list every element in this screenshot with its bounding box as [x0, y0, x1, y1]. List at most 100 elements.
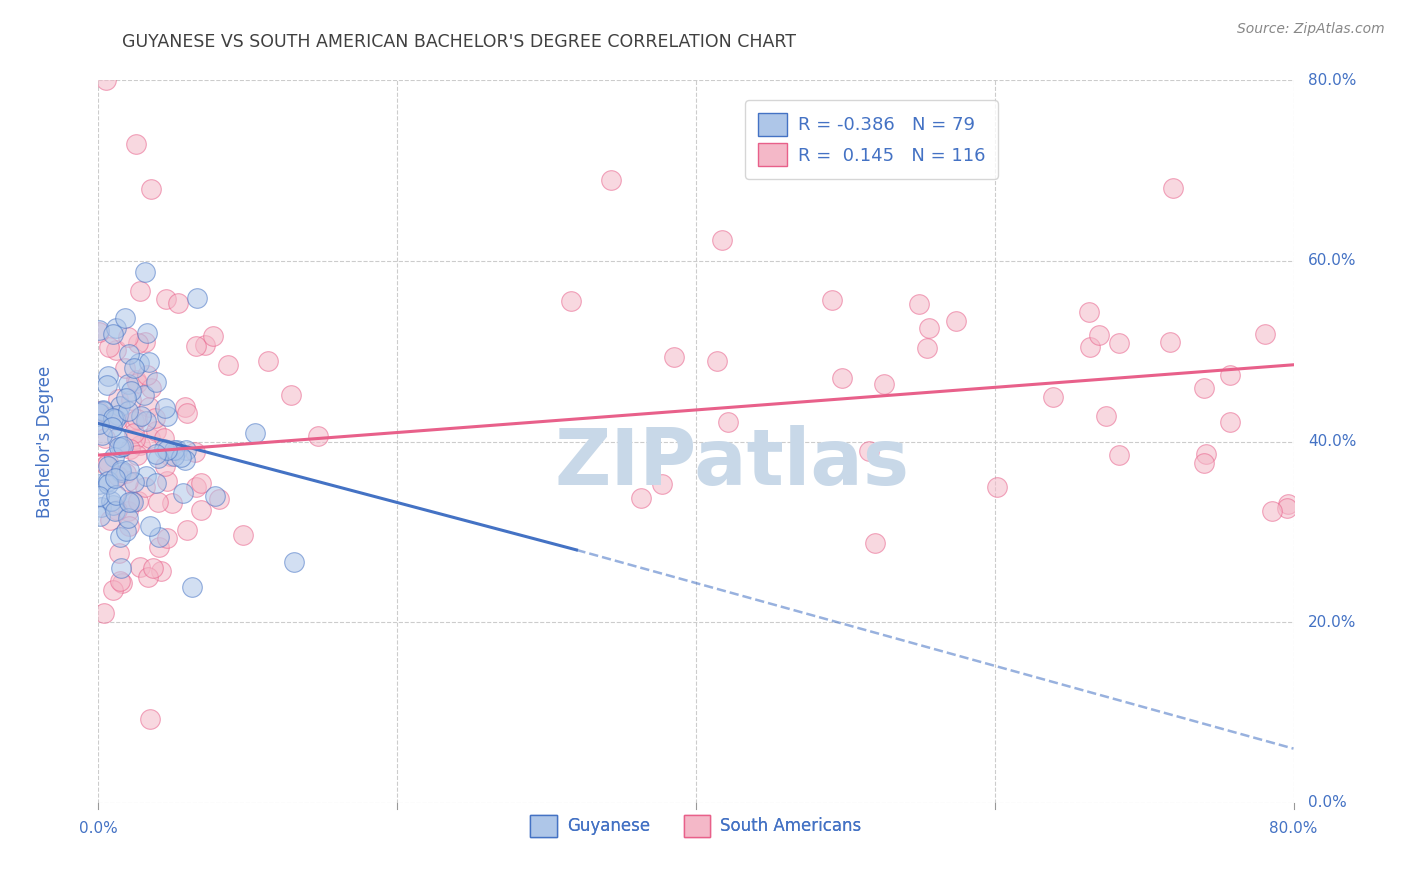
Point: [118, 347, 141, 361]
Point: [1078, 340, 1101, 354]
Point: [105, 412, 128, 426]
Point: [166, 295, 188, 310]
Point: [129, 409, 152, 423]
Legend: Guyanese, South Americans: Guyanese, South Americans: [522, 807, 870, 845]
Point: [146, 495, 169, 509]
Point: [110, 440, 132, 454]
Point: [138, 354, 160, 368]
Point: [1219, 368, 1241, 382]
Point: [104, 488, 127, 502]
Point: [186, 291, 208, 305]
Point: [89, 322, 111, 336]
Point: [117, 474, 139, 488]
Point: [107, 408, 129, 422]
Point: [101, 420, 124, 434]
Point: [103, 450, 125, 464]
Point: [128, 356, 150, 370]
Point: [139, 431, 162, 445]
Point: [917, 341, 939, 355]
Point: [110, 561, 132, 575]
Point: [108, 441, 131, 455]
Point: [98, 409, 121, 424]
Point: [1219, 415, 1241, 429]
Point: [110, 462, 132, 476]
Text: 40.0%: 40.0%: [1308, 434, 1357, 449]
Point: [104, 471, 127, 485]
Point: [166, 442, 188, 457]
Point: [89, 500, 111, 515]
Point: [117, 504, 139, 518]
Text: 0.0%: 0.0%: [79, 821, 118, 836]
Point: [706, 354, 728, 368]
Point: [93, 403, 115, 417]
Point: [97, 476, 120, 491]
Point: [1108, 448, 1130, 462]
Point: [120, 384, 142, 398]
Point: [94, 431, 117, 445]
Point: [217, 358, 239, 372]
Point: [184, 480, 207, 494]
Point: [96, 377, 118, 392]
Point: [118, 495, 141, 509]
Point: [139, 518, 162, 533]
Point: [174, 400, 197, 414]
Point: [87, 325, 110, 339]
Point: [97, 368, 120, 383]
Point: [89, 404, 111, 418]
Point: [122, 494, 145, 508]
Point: [122, 361, 145, 376]
Point: [153, 431, 176, 445]
Point: [94, 73, 117, 87]
Text: 20.0%: 20.0%: [1308, 615, 1357, 630]
Point: [138, 400, 160, 414]
Point: [1078, 304, 1101, 318]
Point: [103, 411, 125, 425]
Point: [108, 574, 131, 589]
Point: [945, 314, 967, 328]
Point: [135, 414, 157, 428]
Point: [1042, 390, 1064, 404]
Point: [89, 489, 111, 503]
Text: 80.0%: 80.0%: [1308, 73, 1357, 87]
Point: [105, 321, 128, 335]
Point: [115, 467, 138, 481]
Point: [94, 458, 117, 472]
Point: [1159, 334, 1181, 349]
Point: [202, 328, 225, 343]
Point: [127, 494, 149, 508]
Point: [232, 528, 254, 542]
Text: ZIPatlas: ZIPatlas: [554, 425, 910, 501]
Point: [172, 485, 194, 500]
Point: [148, 540, 170, 554]
Point: [821, 293, 844, 308]
Text: 0.0%: 0.0%: [1308, 796, 1347, 810]
Point: [873, 376, 896, 391]
Point: [129, 560, 152, 574]
Point: [153, 442, 176, 456]
Point: [107, 469, 129, 483]
Point: [307, 428, 329, 442]
Point: [125, 411, 148, 425]
Point: [93, 606, 115, 620]
Point: [129, 284, 152, 298]
Point: [120, 393, 142, 408]
Point: [105, 503, 128, 517]
Point: [1161, 181, 1184, 195]
Point: [98, 340, 121, 354]
Point: [107, 546, 129, 560]
Point: [155, 401, 177, 415]
Point: [101, 327, 124, 342]
Point: [134, 265, 156, 279]
Point: [180, 580, 202, 594]
Point: [134, 334, 156, 349]
Point: [184, 339, 207, 353]
Point: [97, 458, 120, 473]
Point: [717, 415, 740, 429]
Point: [97, 455, 120, 469]
Point: [100, 494, 122, 508]
Point: [155, 292, 177, 306]
Point: [118, 442, 141, 456]
Point: [163, 449, 186, 463]
Point: [118, 463, 141, 477]
Point: [145, 376, 167, 390]
